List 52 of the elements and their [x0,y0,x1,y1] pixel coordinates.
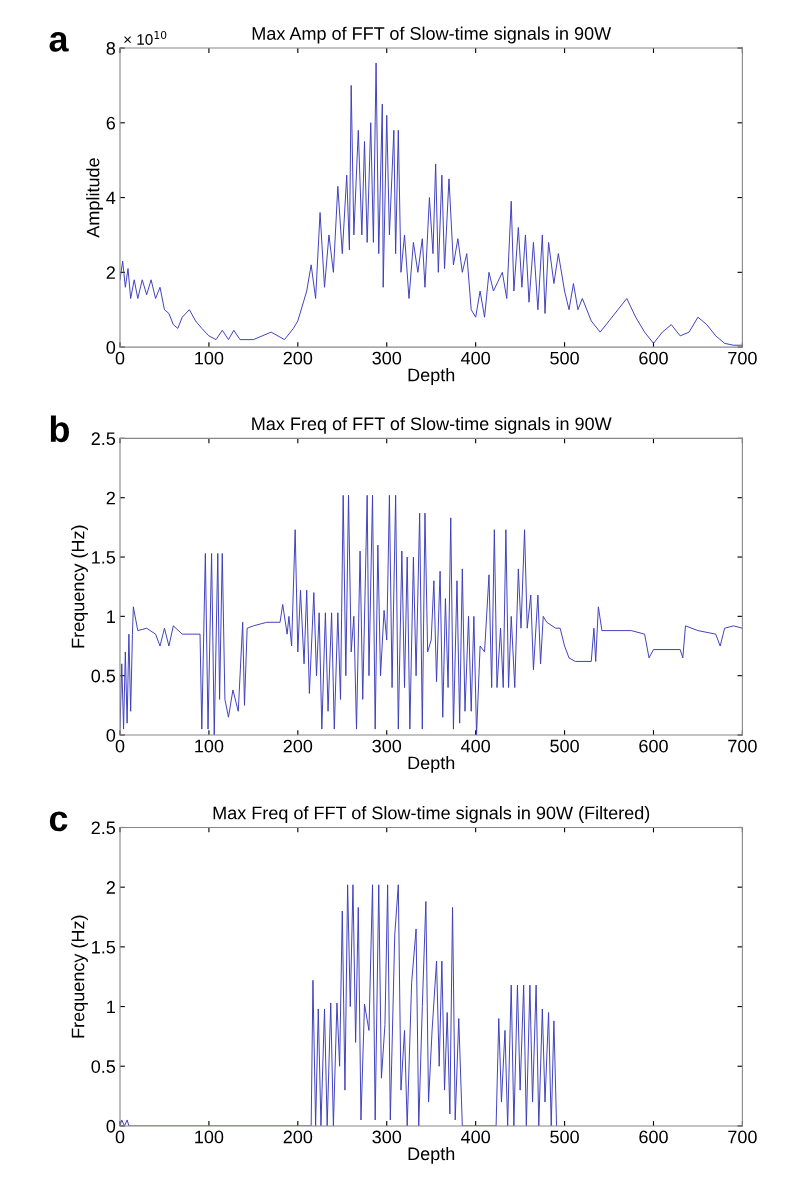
x-tick-label: 200 [283,351,313,365]
y-tick-label: 4 [106,191,116,205]
x-tick-label: 600 [639,739,668,753]
x-tick-label: 400 [461,351,491,365]
x-tick-label: 300 [372,739,402,753]
x-tick-label: 700 [728,739,757,753]
x-tick-label: 300 [372,351,402,365]
x-tick-label: 500 [550,739,579,753]
text: a [49,31,69,52]
y-tick-label: 2 [106,881,115,894]
x-tick-label: 400 [461,739,491,753]
y-tick-label: 1.5 [92,551,116,564]
y-tick-label: 2.5 [91,432,116,446]
y-tick-label: 0.5 [91,669,116,683]
x-tick-label: 700 [728,351,757,365]
y-axis-title: Frequency (Hz) [71,915,88,1038]
y-axis-title: Amplitude [86,158,104,238]
x-tick-label: 600 [639,1130,668,1144]
y-tick-label: 2.5 [91,821,116,835]
x-tick-label: 400 [461,1130,491,1144]
y-tick-label: 2 [106,266,115,279]
y-tick-label: 0.5 [91,1060,116,1073]
x-axis-title: Depth [408,1146,455,1164]
chart-title: Max Amp of FFT of Slow-time signals in 90W [252,26,612,44]
text: × 10$^{10}$ [124,30,167,45]
text: c [49,811,68,832]
x-tick-label: 700 [728,1130,757,1144]
y-tick-label: 0 [106,341,116,354]
x-tick-label: 100 [195,351,224,365]
x-tick-label: 500 [550,351,579,365]
x-tick-label: 100 [195,1130,224,1144]
text: b [50,415,69,443]
y-tick-label: 1 [107,610,115,623]
y-tick-label: 6 [106,116,116,130]
x-tick-label: 500 [550,1130,579,1144]
y-tick-label: 0 [106,728,116,742]
chart-title: Max Freq of FFT of Slow-time signals in 90W (Filtered) [213,806,650,823]
y-tick-label: 1.5 [92,940,116,954]
y-tick-label: 0 [106,1119,116,1133]
x-tick-label: 100 [195,739,224,753]
line-series [120,884,558,1126]
chart-title: Max Freq of FFT of Slow-time signals in 90W [252,416,612,434]
x-axis-title: Depth [408,368,455,385]
y-tick-label: 2 [106,491,115,505]
x-tick-label: 200 [283,739,313,753]
y-axis-title: Frequency (Hz) [71,525,88,648]
x-tick-label: 200 [283,1130,313,1144]
y-tick-label: 1 [107,1000,115,1014]
y-tick-label: 8 [106,41,116,55]
x-tick-label: 300 [372,1130,402,1144]
x-tick-label: 600 [639,351,668,365]
x-axis-title: Depth [408,756,455,773]
